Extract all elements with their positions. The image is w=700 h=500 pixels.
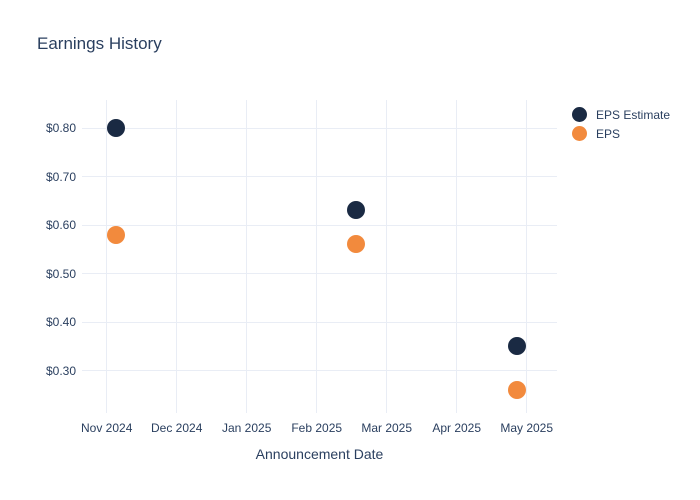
horizontal-gridline (82, 273, 557, 274)
vertical-gridline (316, 100, 318, 413)
x-tick-label: May 2025 (500, 421, 554, 435)
horizontal-gridline (82, 127, 557, 129)
x-tick-label: Feb 2025 (291, 421, 343, 435)
x-axis-title: Announcement Date (255, 446, 384, 462)
vertical-gridline (456, 100, 458, 413)
y-tick-label: $0.50 (45, 266, 76, 281)
vertical-gridline (176, 100, 178, 413)
x-tick-label: Apr 2025 (432, 421, 482, 435)
horizontal-gridline (82, 321, 557, 323)
legend-label: EPS Estimate (596, 107, 671, 122)
vertical-gridline (106, 100, 108, 413)
horizontal-gridline (82, 224, 557, 226)
legend-item-eps-estimate[interactable]: EPS Estimate (572, 105, 670, 124)
legend-item-eps[interactable]: EPS (572, 124, 670, 143)
horizontal-gridline (82, 370, 557, 371)
legend-label: EPS (596, 126, 621, 141)
vertical-gridline (246, 100, 248, 413)
legend-marker-icon (572, 126, 587, 141)
y-tick-label: $0.40 (45, 315, 76, 329)
y-tick-label: $0.30 (45, 363, 76, 378)
x-tick-label: Nov 2024 (81, 421, 133, 435)
horizontal-gridline (82, 176, 557, 177)
y-tick-label: $0.70 (45, 169, 76, 184)
vertical-gridline (526, 100, 528, 413)
x-tick-label: Jan 2025 (221, 421, 272, 435)
y-tick-label: $0.60 (45, 218, 76, 232)
chart-title: Earnings History (37, 34, 162, 53)
plot-area (82, 100, 557, 413)
y-tick-label: $0.80 (45, 121, 76, 135)
scatter-point-eps-estimate[interactable] (507, 337, 526, 356)
legend-marker-icon (572, 107, 587, 122)
vertical-gridline (386, 100, 388, 413)
x-tick-label: Mar 2025 (361, 421, 413, 435)
scatter-point-eps-estimate[interactable] (346, 201, 365, 220)
scatter-point-eps[interactable] (507, 380, 526, 399)
x-tick-label: Dec 2024 (151, 421, 203, 435)
legend: EPS Estimate EPS (572, 105, 670, 143)
scatter-point-eps[interactable] (346, 235, 365, 254)
scatter-point-eps[interactable] (106, 225, 125, 244)
scatter-point-eps-estimate[interactable] (106, 119, 125, 137)
